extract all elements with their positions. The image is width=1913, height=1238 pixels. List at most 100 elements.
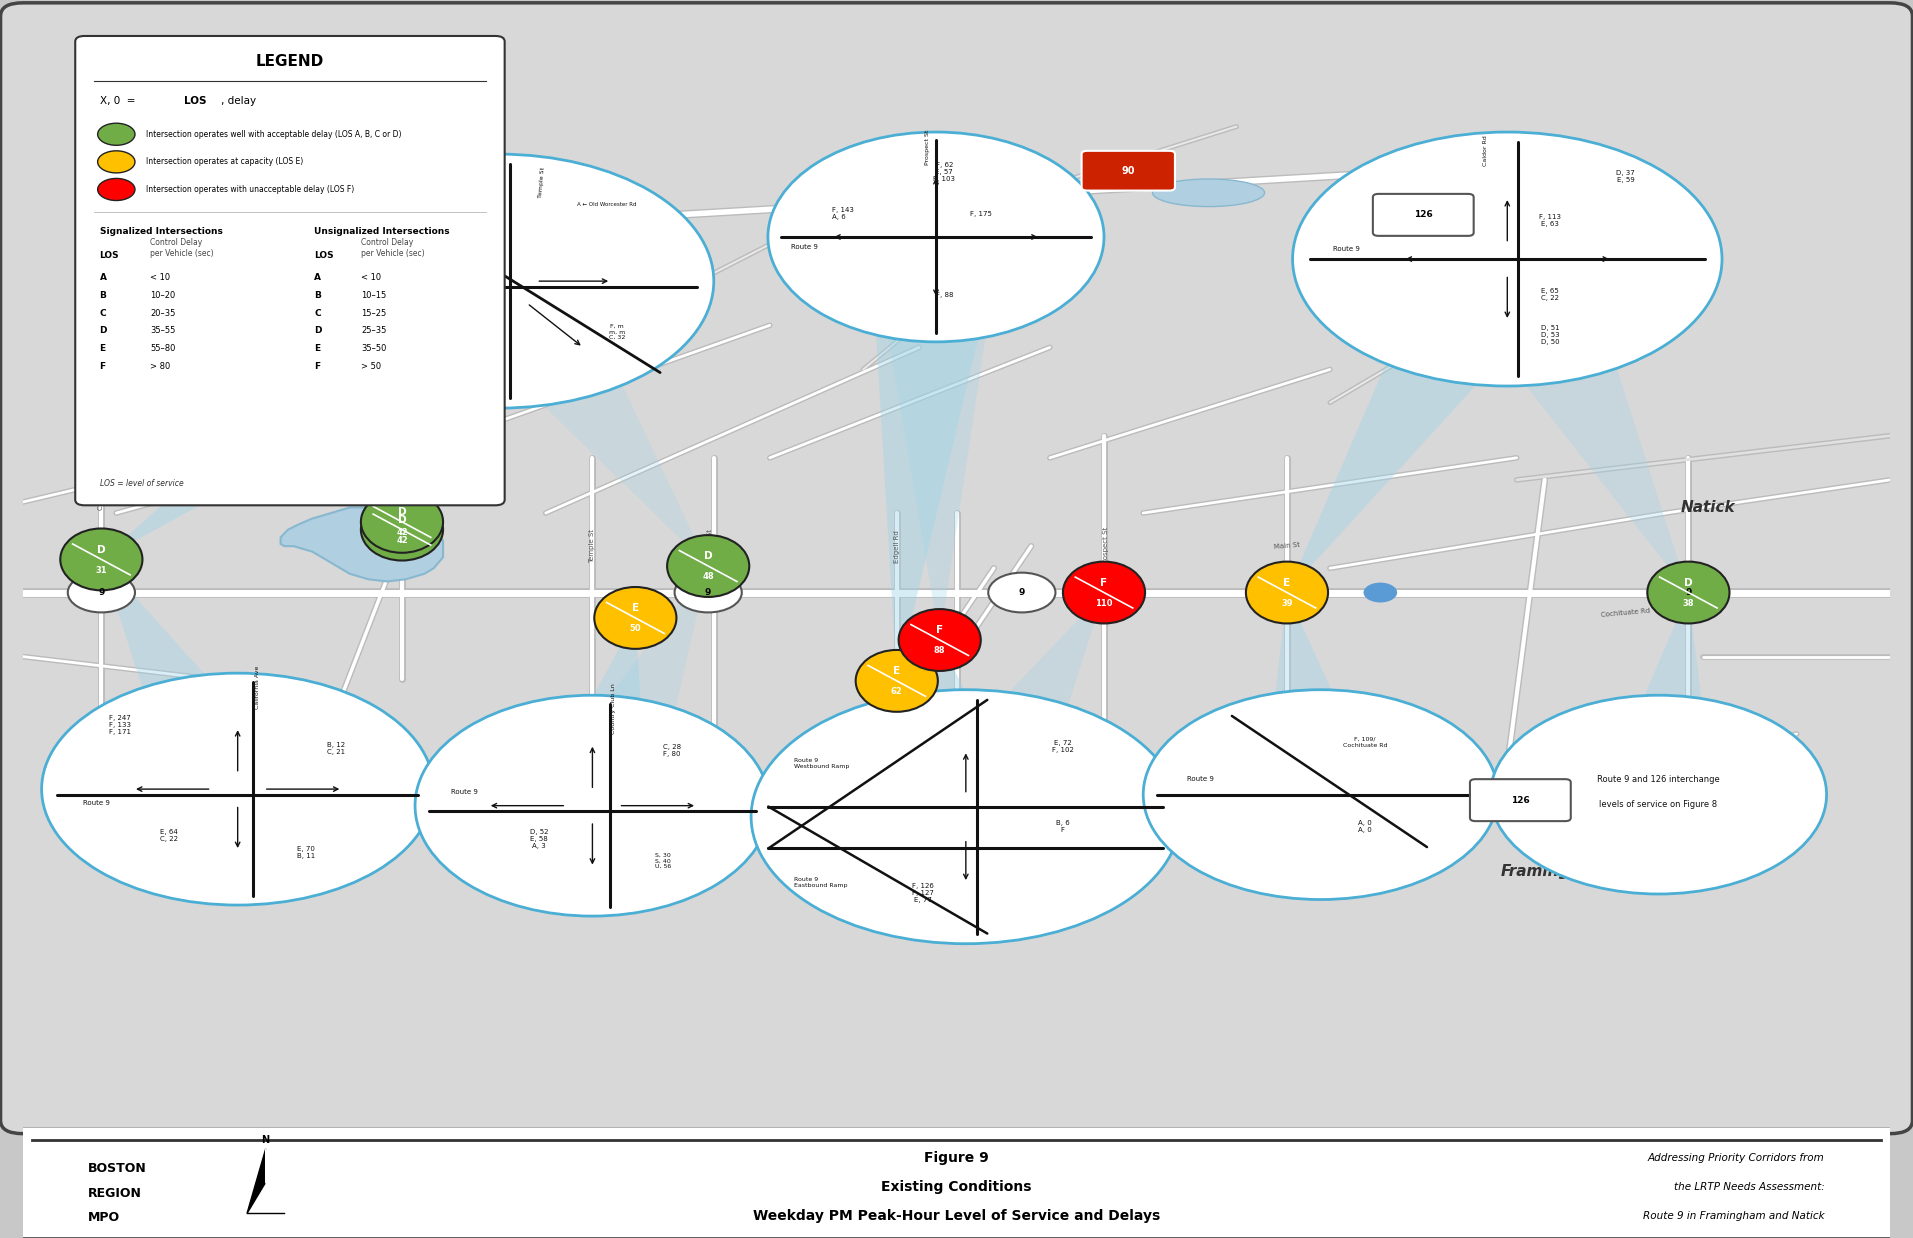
Text: Control Delay
per Vehicle (sec): Control Delay per Vehicle (sec) [149, 238, 214, 258]
Text: D: D [99, 327, 107, 335]
Text: Signalized Intersections: Signalized Intersections [99, 227, 222, 236]
Polygon shape [1253, 593, 1419, 900]
Polygon shape [490, 618, 654, 911]
Text: E: E [314, 344, 319, 353]
Circle shape [1655, 573, 1722, 613]
Polygon shape [339, 160, 708, 566]
Text: Temple St: Temple St [538, 166, 545, 198]
Text: Intersection operates at capacity (LOS E): Intersection operates at capacity (LOS E… [145, 157, 304, 166]
FancyBboxPatch shape [75, 36, 505, 505]
Text: the LRTP Needs Assessment:: the LRTP Needs Assessment: [1674, 1182, 1825, 1192]
Text: 42: 42 [396, 536, 407, 545]
Text: Natick: Natick [1682, 500, 1735, 515]
Text: D: D [398, 508, 406, 517]
Ellipse shape [1647, 562, 1729, 624]
Text: F: F [1100, 578, 1108, 588]
Text: 35–55: 35–55 [149, 327, 176, 335]
Text: F: F [314, 361, 319, 370]
Text: Foss Reservoir: Foss Reservoir [289, 457, 375, 470]
FancyBboxPatch shape [11, 10, 1902, 1127]
Text: Figure 9: Figure 9 [924, 1151, 989, 1165]
Text: F, m
m, m
C, 32: F, m m, m C, 32 [608, 323, 626, 340]
Text: 88: 88 [934, 646, 945, 655]
Text: California Ave: California Ave [98, 462, 105, 510]
Text: A ← Old Worcester Rd: A ← Old Worcester Rd [576, 203, 637, 208]
Text: > 80: > 80 [149, 361, 170, 370]
Text: 42: 42 [396, 529, 407, 537]
Text: LOS: LOS [99, 251, 119, 260]
Text: F: F [99, 361, 105, 370]
Text: , delay: , delay [220, 97, 256, 106]
Ellipse shape [362, 491, 444, 553]
Text: 9: 9 [1018, 588, 1025, 597]
Ellipse shape [42, 673, 434, 905]
Text: LOS: LOS [184, 97, 207, 106]
Text: C, 28
F, 80: C, 28 F, 80 [664, 744, 681, 756]
Polygon shape [101, 560, 375, 900]
Text: Route 9: Route 9 [1186, 776, 1213, 782]
Text: D: D [98, 545, 105, 555]
Text: A: A [99, 274, 107, 282]
Text: Route 9: Route 9 [331, 301, 358, 307]
Text: Route 9: Route 9 [82, 800, 109, 806]
Text: 48: 48 [702, 572, 714, 582]
Text: < 10: < 10 [149, 274, 170, 282]
Text: D: D [398, 515, 406, 525]
Text: Control Delay
per Vehicle (sec): Control Delay per Vehicle (sec) [362, 238, 425, 258]
Text: Main St: Main St [1274, 542, 1301, 550]
Text: B, 6
F: B, 6 F [1056, 821, 1069, 833]
Text: Prospect St: Prospect St [926, 130, 930, 166]
Text: Cochituate Rd: Cochituate Rd [1599, 608, 1649, 618]
Text: C: C [99, 308, 105, 318]
Polygon shape [857, 137, 1014, 640]
Polygon shape [1567, 593, 1724, 894]
Text: F, 126
F, 127
E, 77: F, 126 F, 127 E, 77 [913, 883, 934, 903]
Text: D: D [704, 551, 712, 561]
Ellipse shape [61, 529, 142, 591]
Ellipse shape [1152, 180, 1264, 207]
Text: 35–50: 35–50 [362, 344, 386, 353]
Text: Route 9: Route 9 [792, 244, 819, 250]
Text: 10–15: 10–15 [362, 291, 386, 300]
Text: 9: 9 [1685, 588, 1691, 597]
Polygon shape [469, 566, 708, 911]
Text: 25–35: 25–35 [362, 327, 386, 335]
Text: 62: 62 [891, 687, 903, 696]
Text: E: E [1284, 578, 1291, 588]
Text: E, 65
C, 22: E, 65 C, 22 [1542, 288, 1559, 301]
Polygon shape [865, 137, 1022, 681]
Text: 50: 50 [629, 624, 641, 634]
Polygon shape [402, 160, 633, 530]
Ellipse shape [1293, 132, 1722, 386]
Text: D, 52
E, 58
A, 3: D, 52 E, 58 A, 3 [530, 828, 549, 849]
Text: A, 0
A, 0: A, 0 A, 0 [1358, 820, 1372, 833]
Text: 9: 9 [706, 588, 712, 597]
Ellipse shape [899, 609, 981, 671]
Text: F, 175: F, 175 [970, 210, 991, 217]
Text: B: B [314, 291, 321, 300]
Text: Addressing Priority Corridors from: Addressing Priority Corridors from [1647, 1153, 1825, 1162]
Text: Intersection operates with unacceptable delay (LOS F): Intersection operates with unacceptable … [145, 184, 354, 194]
Text: N: N [262, 1135, 270, 1145]
Text: F, 62
E, 57
F, 103: F, 62 E, 57 F, 103 [934, 162, 955, 182]
Text: 31: 31 [96, 566, 107, 574]
Text: Temple St: Temple St [708, 529, 714, 563]
Text: D, 51
D, 53
D, 50: D, 51 D, 53 D, 50 [1540, 326, 1559, 345]
Text: Route 9 and 126 interchange: Route 9 and 126 interchange [1597, 775, 1720, 784]
Text: 55–80: 55–80 [149, 344, 176, 353]
Text: F: F [935, 625, 943, 635]
Polygon shape [247, 1149, 266, 1213]
FancyBboxPatch shape [1081, 151, 1175, 191]
FancyBboxPatch shape [1374, 194, 1473, 236]
Text: Temple St: Temple St [589, 529, 595, 563]
Text: REGION: REGION [88, 1187, 142, 1200]
Text: LOS = level of service: LOS = level of service [99, 479, 184, 488]
Text: E, 68
D, 40
C, 19: E, 68 D, 40 C, 19 [457, 340, 476, 361]
Ellipse shape [362, 499, 444, 561]
Text: 38: 38 [1683, 599, 1695, 608]
Circle shape [989, 573, 1056, 613]
Text: 39: 39 [1282, 599, 1293, 608]
Text: E: E [893, 666, 901, 676]
Text: X, 0  =: X, 0 = [99, 97, 138, 106]
Text: 110: 110 [1096, 599, 1113, 608]
